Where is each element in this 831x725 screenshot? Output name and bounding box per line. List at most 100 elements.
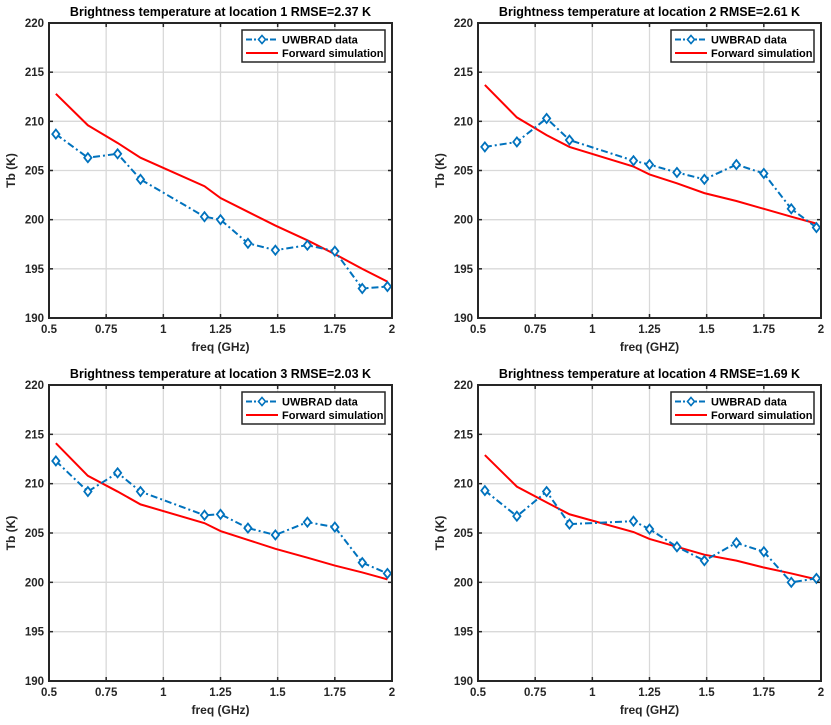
x-tick-label: 1.25 <box>209 324 232 336</box>
y-tick-label: 205 <box>25 528 45 540</box>
legend-label-uwbrad-data: UWBRAD data <box>282 35 359 47</box>
x-axis-label: freq (GHz) <box>192 703 250 717</box>
y-tick-label: 210 <box>25 479 44 491</box>
legend-marker-diamond <box>257 396 267 407</box>
grid <box>478 385 821 681</box>
y-tick-label: 210 <box>25 116 44 128</box>
data-point-uwbrad <box>330 521 340 534</box>
x-tick-label: 0.75 <box>524 324 547 336</box>
legend-marker-diamond <box>686 396 696 407</box>
x-tick-label: 1 <box>160 687 167 699</box>
data-point-uwbrad <box>541 485 552 498</box>
x-tick-label: 1.5 <box>270 324 287 336</box>
x-tick-label: 1.75 <box>324 687 347 699</box>
legend-label-forward-simulation: Forward simulation <box>282 410 384 422</box>
x-tick-label: 2 <box>818 687 824 699</box>
data-point-uwbrad <box>83 151 93 164</box>
legend-box <box>670 29 815 63</box>
legend-box <box>241 29 386 63</box>
x-tick-label: 0.75 <box>524 687 547 699</box>
x-axis-label: freq (GHz) <box>192 340 250 354</box>
data-point-uwbrad <box>199 509 210 522</box>
x-tick-label: 1 <box>589 687 596 699</box>
data-point-uwbrad <box>243 237 253 250</box>
y-tick-label: 195 <box>25 264 45 276</box>
y-tick-label: 215 <box>25 67 45 79</box>
y-tick-label: 200 <box>25 577 44 589</box>
x-tick-label: 2 <box>389 324 395 336</box>
chart-title: Brightness temperature at location 4 RMS… <box>499 367 800 381</box>
y-tick-label: 205 <box>454 528 474 540</box>
x-tick-label: 0.75 <box>95 687 118 699</box>
x-tick-label: 1.25 <box>209 687 232 699</box>
data-point-uwbrad <box>270 529 281 541</box>
data-point-uwbrad <box>135 485 146 498</box>
y-tick-label: 195 <box>454 264 474 276</box>
data-point-uwbrad <box>628 515 639 528</box>
x-axis-label: freq (GHZ) <box>620 340 679 354</box>
x-tick-label: 1.25 <box>638 324 661 336</box>
series-line-uwbrad-data <box>55 133 388 290</box>
data-point-uwbrad <box>672 540 682 553</box>
data-point-uwbrad <box>811 572 822 585</box>
data-point-uwbrad <box>759 545 769 558</box>
x-tick-label: 1.75 <box>753 324 776 336</box>
data-point-uwbrad <box>644 523 655 535</box>
legend-box <box>241 391 386 425</box>
series-line-forward-simulation <box>55 442 388 581</box>
y-tick-label: 200 <box>454 215 473 227</box>
y-tick-label: 220 <box>25 18 44 30</box>
data-point-uwbrad <box>699 173 710 186</box>
chart-panel-3: 0.5 0.75 1 1.25 1.5 1.75 2 190 195 200 205 210 215 22… <box>4 367 395 717</box>
y-axis-label: Tb (K) <box>4 516 18 551</box>
data-point-uwbrad <box>51 455 61 467</box>
x-tick-label: 1.25 <box>638 687 661 699</box>
data-point-uwbrad <box>135 173 146 186</box>
data-point-uwbrad <box>731 158 742 171</box>
x-tick-label: 0.5 <box>470 324 487 336</box>
data-point-uwbrad <box>644 158 655 171</box>
chart-title: Brightness temperature at location 1 RMS… <box>70 5 371 19</box>
data-point-uwbrad <box>112 147 123 160</box>
data-point-uwbrad <box>672 166 682 179</box>
x-tick-label: 2 <box>389 687 395 699</box>
data-point-uwbrad <box>330 245 340 258</box>
x-axis-label: freq (GHZ) <box>620 703 679 717</box>
x-tick-label: 1 <box>160 324 167 336</box>
data-point-uwbrad <box>628 154 639 167</box>
chart-panel-1: 0.5 0.75 1 1.25 1.5 1.75 2 190 195 200 205 210 215 22… <box>4 5 395 354</box>
data-point-uwbrad <box>541 112 552 125</box>
data-point-uwbrad <box>382 567 393 580</box>
data-point-uwbrad <box>112 466 123 479</box>
y-tick-label: 190 <box>454 676 473 688</box>
data-point-uwbrad <box>215 508 226 521</box>
legend-label-uwbrad-data: UWBRAD data <box>711 397 788 409</box>
y-axis-label: Tb (K) <box>433 153 447 188</box>
data-point-uwbrad <box>51 128 61 141</box>
y-tick-label: 205 <box>25 166 45 178</box>
x-tick-label: 2 <box>818 324 824 336</box>
legend-label-forward-simulation: Forward simulation <box>282 48 384 60</box>
legend-label-uwbrad-data: UWBRAD data <box>711 35 788 47</box>
legend-label-forward-simulation: Forward simulation <box>711 410 813 422</box>
y-tick-label: 220 <box>454 18 473 30</box>
x-tick-label: 0.5 <box>470 687 487 699</box>
y-tick-label: 220 <box>454 380 473 392</box>
data-point-uwbrad <box>786 202 797 215</box>
data-point-uwbrad <box>564 518 575 531</box>
y-tick-label: 220 <box>25 380 44 392</box>
data-point-uwbrad <box>786 576 797 589</box>
data-point-uwbrad <box>480 140 490 153</box>
y-tick-label: 215 <box>25 429 45 441</box>
chart-title: Brightness temperature at location 3 RMS… <box>70 367 371 381</box>
series-line-forward-simulation <box>484 454 817 581</box>
y-tick-label: 200 <box>25 215 44 227</box>
chart-panel-4: 0.5 0.75 1 1.25 1.5 1.75 2 190 195 200 205 210 215 22… <box>433 367 824 717</box>
series-line-uwbrad-data <box>484 117 818 229</box>
y-tick-label: 190 <box>25 313 44 325</box>
y-tick-label: 190 <box>25 676 44 688</box>
chart-title: Brightness temperature at location 2 RMS… <box>499 5 800 19</box>
